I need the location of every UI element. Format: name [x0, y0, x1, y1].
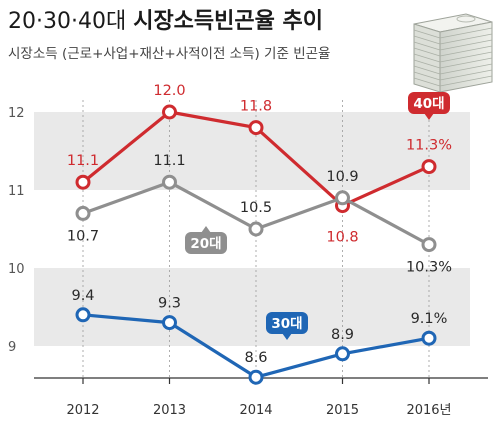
data-label-s20-2015: 10.9	[326, 169, 358, 185]
point-s30-2013	[162, 315, 177, 331]
x-tick-label-2016: 2016년	[406, 403, 451, 418]
point-s40-2016	[421, 159, 437, 175]
point-s30-2016	[421, 330, 437, 346]
series-tag-box-s30	[266, 312, 308, 334]
data-label-s40-2013: 12.0	[153, 83, 185, 99]
data-labels-layer: 11.1 12.0 11.8 10.8 11.3% 10.7 11.1 10.5 10.9 10.…	[67, 83, 452, 366]
data-label-s30-2013: 9.3	[158, 296, 181, 312]
series-tag-s40: 40대	[408, 92, 450, 120]
data-label-s40-2016: 11.3%	[406, 138, 452, 154]
point-s20-2014	[248, 221, 264, 237]
series-tag-tail-s20	[201, 226, 211, 233]
data-label-s30-2016: 9.1%	[411, 311, 448, 327]
point-s20-2015	[335, 190, 350, 206]
point-s30-2012	[75, 307, 91, 323]
chart-subtitle: 시장소득 (근로+사업+재산+사적이전 소득) 기준 빈곤율	[8, 46, 330, 62]
point-s30-2015	[335, 346, 350, 362]
point-s40-2014	[248, 120, 264, 136]
x-tick-label-2014: 2014	[239, 403, 272, 418]
series-tag-tail-s30	[282, 333, 292, 340]
series-tag-box-s20	[185, 232, 227, 254]
series-tag-s30: 30대	[266, 312, 308, 340]
series-layer	[75, 104, 437, 385]
chart-title: 20·30·40대 시장소득빈곤율 추이	[8, 9, 323, 34]
data-label-s20-2013: 11.1	[153, 153, 185, 169]
title-prefix: 20·30·40대	[8, 9, 133, 34]
stacked-money-icon	[413, 13, 493, 93]
data-label-s40-2015: 10.8	[326, 230, 358, 246]
background-bands	[34, 112, 470, 346]
point-s20-2012	[75, 205, 91, 221]
series-tag-label-s20: 20대	[190, 236, 221, 252]
data-label-s30-2012: 9.4	[71, 288, 94, 304]
series-tags-layer: 40대 20대 30대	[185, 92, 450, 340]
series-tag-box-s40	[408, 92, 450, 114]
point-s20-2016	[421, 237, 437, 253]
x-tick-label-2012: 2012	[66, 403, 99, 418]
y-tick-label-12: 12	[8, 106, 25, 121]
series-tag-tail-s40	[424, 113, 434, 120]
data-label-s40-2012: 11.1	[67, 153, 99, 169]
data-label-s20-2012: 10.7	[67, 228, 99, 244]
series-tag-s20: 20대	[185, 226, 227, 254]
title-main: 시장소득빈곤율 추이	[133, 9, 323, 34]
data-label-s40-2014: 11.8	[240, 99, 272, 115]
y-tick-label-10: 10	[8, 262, 25, 277]
data-label-s30-2015: 8.9	[331, 327, 354, 343]
series-tag-label-s40: 40대	[413, 96, 444, 112]
point-s40-2012	[75, 174, 91, 190]
band-10-9	[34, 268, 470, 346]
data-label-s30-2014: 8.6	[244, 350, 267, 366]
x-tick-label-2013: 2013	[153, 403, 186, 418]
point-s40-2013	[162, 104, 177, 120]
y-tick-label-9: 9	[8, 340, 16, 355]
data-label-s20-2014: 10.5	[240, 200, 272, 216]
x-tick-label-2015: 2015	[326, 403, 359, 418]
point-s20-2013	[162, 174, 177, 190]
series-tag-label-s30: 30대	[271, 316, 302, 332]
y-tick-label-11: 11	[8, 184, 25, 199]
data-label-s20-2016: 10.3%	[406, 260, 452, 276]
point-s30-2014	[248, 369, 264, 385]
